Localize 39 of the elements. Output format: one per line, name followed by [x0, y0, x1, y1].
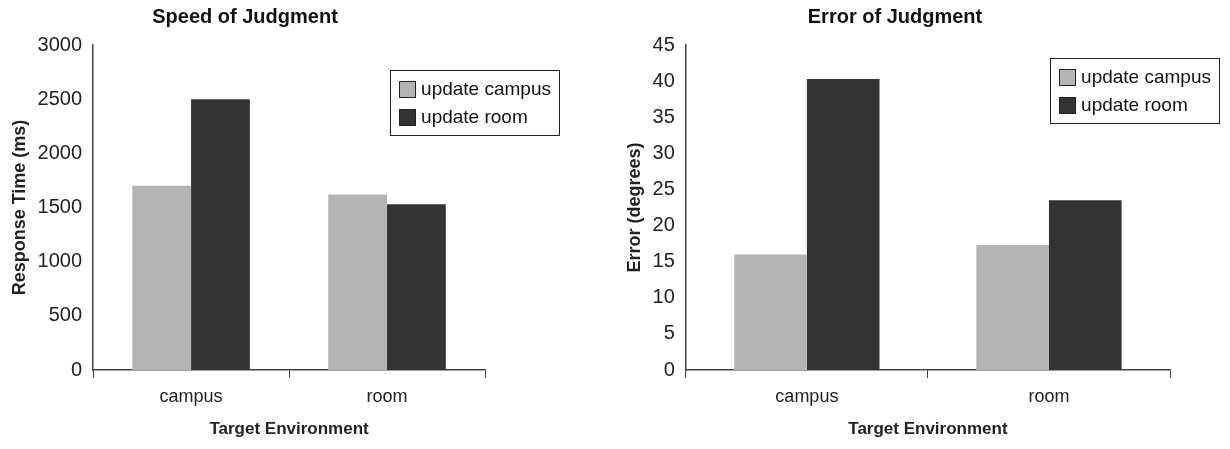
x-tick-label: room — [366, 385, 408, 406]
y-tick-label: 40 — [652, 68, 675, 91]
y-tick-label: 3000 — [37, 32, 83, 55]
legend-label: update room — [1081, 93, 1188, 117]
y-tick-label: 0 — [70, 357, 83, 380]
x-tick-label: room — [1028, 385, 1070, 406]
bar — [734, 254, 807, 370]
bar — [976, 245, 1049, 370]
bar — [328, 194, 388, 370]
y-tick-label: 35 — [652, 104, 675, 127]
y-tick-label: 30 — [652, 140, 675, 163]
y-tick-label: 5 — [663, 321, 675, 344]
y-tick-label: 15 — [652, 249, 675, 272]
bar — [1048, 200, 1122, 370]
y-tick-label: 20 — [652, 213, 675, 236]
y-tick-label: 25 — [652, 176, 675, 199]
y-tick-label: 45 — [652, 32, 675, 55]
bar — [191, 99, 250, 370]
bar — [806, 78, 880, 370]
y-axis-title: Response Time (ms) — [8, 119, 29, 296]
y-tick-label: 2500 — [37, 86, 83, 109]
y-axis-title: Error (degrees) — [623, 142, 644, 273]
bar — [132, 185, 192, 370]
y-tick-label: 500 — [48, 303, 83, 326]
x-axis-title: Target Environment — [848, 419, 1008, 439]
chart-title: Speed of Judgment — [152, 4, 339, 27]
y-tick-label: 1500 — [37, 195, 83, 218]
legend-label: update room — [421, 105, 528, 129]
y-tick-label: 10 — [652, 285, 675, 308]
y-tick-label: 2000 — [37, 140, 83, 163]
y-tick-label: 0 — [663, 357, 675, 380]
x-tick-label: campus — [159, 385, 223, 406]
y-tick-label: 1000 — [37, 249, 83, 272]
x-tick-label: campus — [775, 385, 839, 406]
x-axis-title: Target Environment — [209, 419, 370, 439]
chart-title: Error of Judgment — [807, 4, 983, 27]
legend-label: update campus — [1081, 65, 1211, 89]
bar — [387, 204, 446, 370]
legend-label: update campus — [421, 77, 551, 101]
